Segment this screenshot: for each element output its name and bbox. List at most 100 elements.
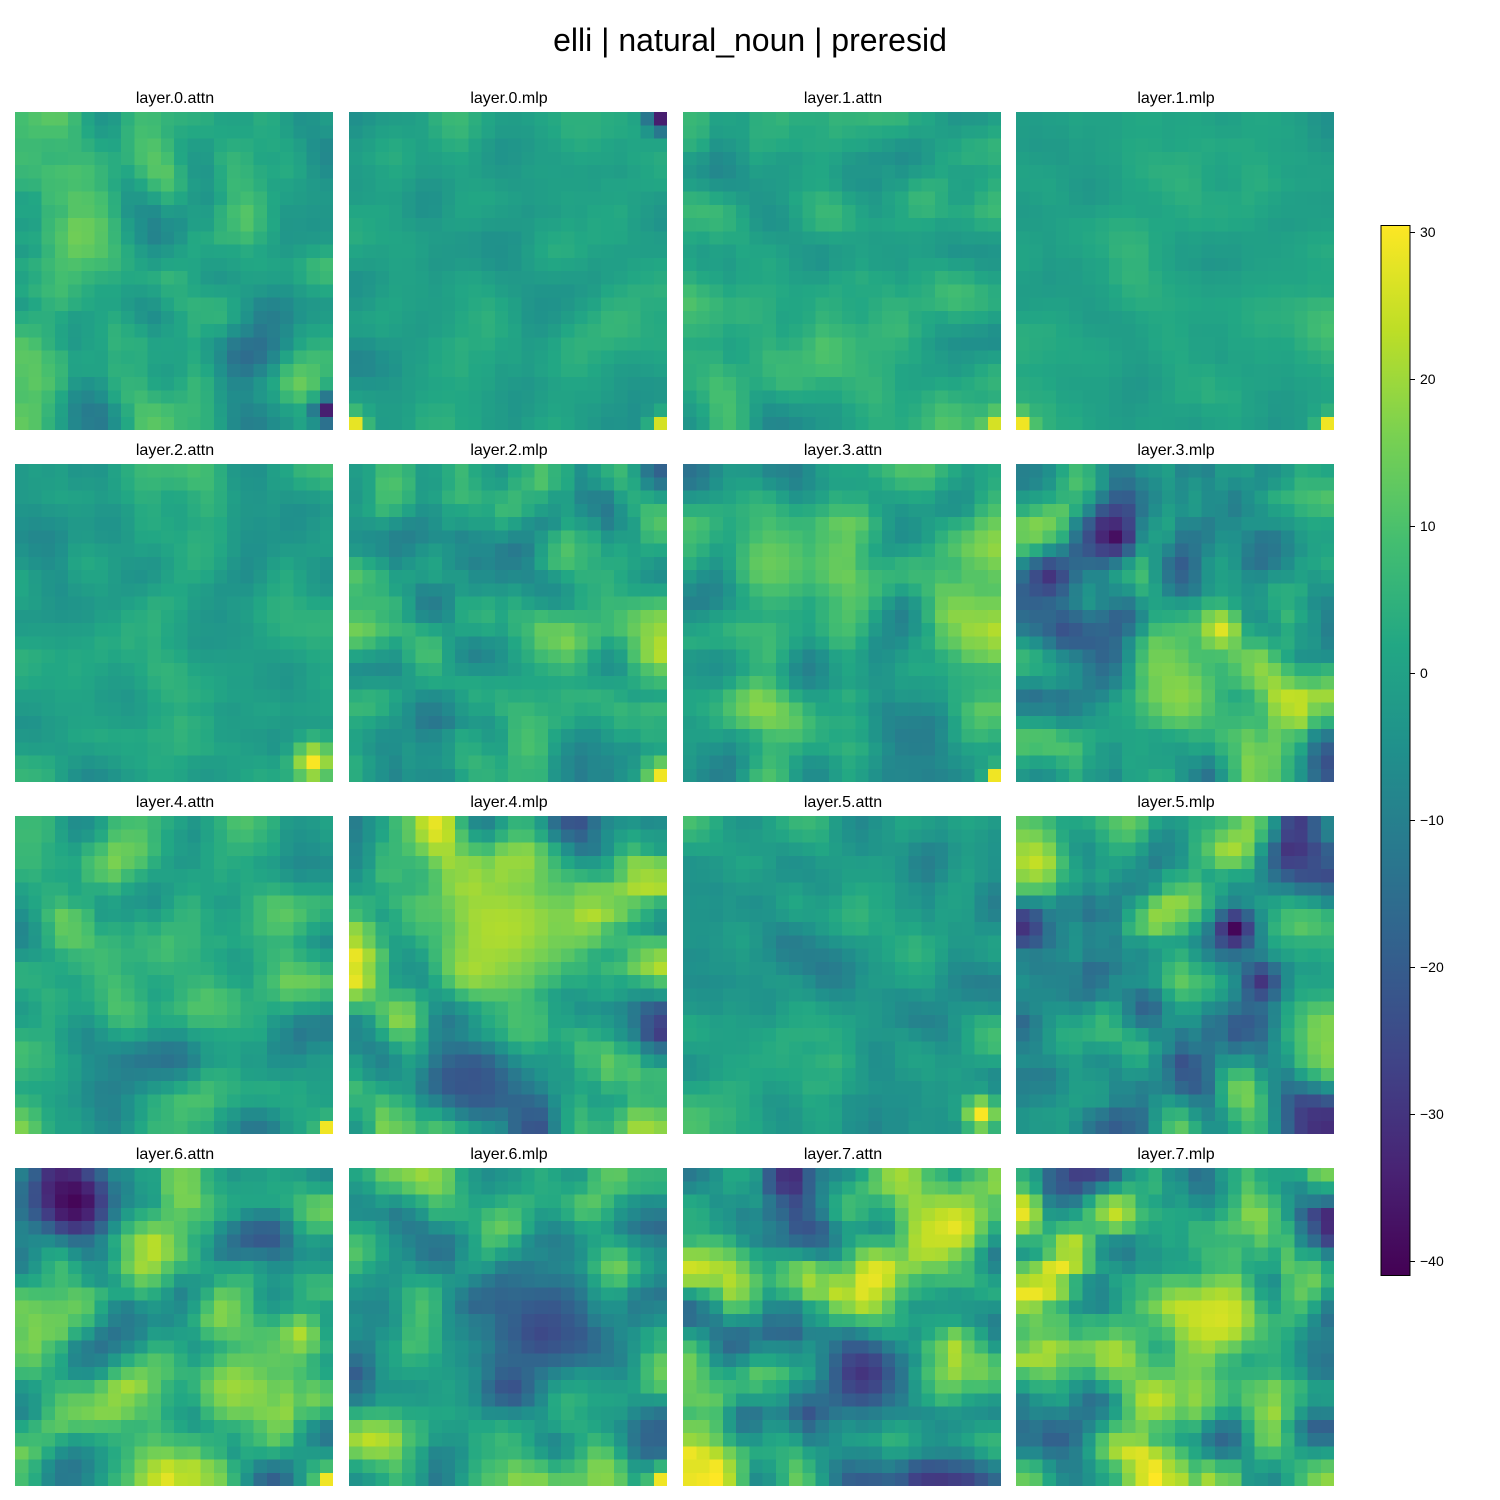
- heatmap-cell: [1228, 477, 1242, 492]
- heatmap-cell: [68, 842, 82, 857]
- heatmap-cell: [227, 244, 241, 259]
- heatmap-cell: [240, 988, 255, 1003]
- heatmap-cell: [227, 768, 241, 782]
- heatmap-cell: [1307, 324, 1322, 338]
- heatmap-cell: [375, 310, 390, 325]
- heatmap-cell: [1108, 570, 1123, 584]
- heatmap-cell: [107, 337, 122, 352]
- heatmap-cell: [934, 636, 949, 651]
- heatmap-cell: [547, 530, 562, 545]
- heatmap-cell: [508, 271, 522, 285]
- heatmap-cell: [147, 676, 162, 690]
- heatmap-cell: [174, 816, 188, 830]
- heatmap-cell: [28, 350, 43, 365]
- heatmap-cell: [319, 490, 333, 505]
- heatmap-cell: [227, 297, 241, 312]
- heatmap-cell: [868, 583, 883, 598]
- heatmap-cell: [306, 477, 321, 492]
- heatmap-cell: [441, 623, 456, 637]
- heatmap-cell: [736, 138, 750, 153]
- heatmap-cell: [934, 416, 949, 430]
- heatmap-cell: [1241, 271, 1256, 285]
- heatmap-cell: [319, 1001, 333, 1016]
- heatmap-cell: [481, 715, 496, 730]
- heatmap-cell: [881, 377, 896, 391]
- heatmap-cell: [415, 662, 430, 677]
- heatmap-cell: [627, 464, 642, 478]
- heatmap-cell: [1241, 363, 1256, 378]
- heatmap-cell: [1161, 324, 1176, 338]
- heatmap-cell: [574, 530, 589, 545]
- heatmap-cell: [54, 816, 69, 830]
- heatmap-cell: [1214, 377, 1229, 391]
- heatmap-cell: [134, 244, 149, 259]
- heatmap-cell: [468, 556, 483, 571]
- heatmap-cell: [627, 310, 642, 325]
- heatmap-cell: [1016, 337, 1030, 352]
- heatmap-cell: [614, 138, 628, 153]
- heatmap-cell: [749, 490, 764, 505]
- heatmap-cell: [1122, 257, 1136, 272]
- heatmap-cell: [293, 503, 308, 518]
- heatmap-cell: [895, 477, 909, 492]
- heatmap-cell: [94, 636, 109, 651]
- heatmap-cell: [934, 543, 949, 558]
- heatmap-cell: [828, 191, 843, 206]
- heatmap-cell: [160, 517, 175, 531]
- heatmap-cell: [147, 324, 162, 338]
- heatmap-cell: [1214, 350, 1229, 365]
- heatmap-cell: [1122, 377, 1136, 391]
- heatmap-cell: [868, 191, 883, 206]
- heatmap-cell: [375, 416, 390, 430]
- heatmap-cell: [280, 403, 294, 418]
- heatmap-cell: [1214, 543, 1229, 558]
- heatmap-cell: [1108, 676, 1123, 690]
- heatmap-cell: [600, 138, 615, 153]
- heatmap-cell: [653, 231, 667, 246]
- heatmap-cell: [1294, 623, 1309, 637]
- heatmap-cell: [94, 596, 109, 611]
- heatmap-cell: [160, 755, 175, 770]
- heatmap-cell: [587, 636, 602, 651]
- heatmap-cell: [468, 689, 483, 704]
- heatmap-cell: [534, 297, 549, 312]
- heatmap-cell: [240, 768, 255, 782]
- heatmap-cell: [1294, 416, 1309, 430]
- heatmap-cell: [653, 689, 667, 704]
- heatmap-cell: [1095, 689, 1110, 704]
- heatmap-cell: [349, 112, 363, 126]
- heatmap-cell: [974, 310, 989, 325]
- heatmap-cell: [428, 543, 443, 558]
- heatmap-cell: [15, 570, 29, 584]
- heatmap-cell: [1082, 151, 1097, 166]
- heatmap-cell: [815, 464, 830, 478]
- heatmap-cell: [547, 390, 562, 405]
- heatmap-cell: [908, 138, 923, 153]
- heatmap-cell: [107, 363, 122, 378]
- heatmap-cell: [375, 125, 390, 140]
- heatmap-cell: [1108, 324, 1123, 338]
- heatmap-cell: [266, 490, 281, 505]
- heatmap-cell: [94, 882, 109, 897]
- heatmap-cell: [81, 948, 96, 963]
- heatmap-cell: [1267, 570, 1282, 584]
- heatmap-cell: [789, 570, 803, 584]
- heatmap-cell: [1016, 490, 1030, 505]
- heatmap-cell: [1029, 490, 1044, 505]
- heatmap-cell: [521, 609, 536, 624]
- heatmap-cell: [319, 517, 333, 531]
- heatmap-cell: [722, 689, 737, 704]
- heatmap-cell: [200, 191, 215, 206]
- heatmap-cell: [1254, 204, 1269, 219]
- heatmap-cell: [1055, 297, 1070, 312]
- heatmap-cell: [160, 988, 175, 1003]
- heatmap-cell: [1055, 284, 1070, 299]
- heatmap-cell: [94, 816, 109, 830]
- heatmap-cell: [134, 729, 149, 743]
- heatmap-cell: [1082, 297, 1097, 312]
- heatmap-cell: [1122, 623, 1136, 637]
- heatmap-cell: [68, 363, 82, 378]
- heatmap-cell: [842, 662, 856, 677]
- heatmap-cell: [921, 112, 936, 126]
- heatmap-cell: [362, 350, 377, 365]
